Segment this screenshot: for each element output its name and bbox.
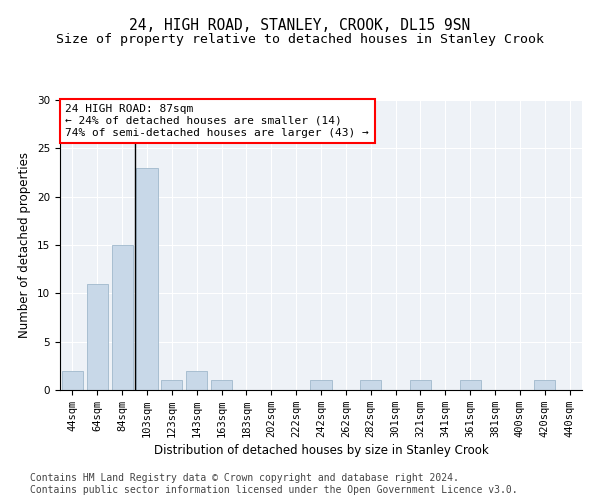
Bar <box>410 380 431 390</box>
Bar <box>161 380 182 390</box>
Bar <box>534 380 555 390</box>
Text: 24 HIGH ROAD: 87sqm
← 24% of detached houses are smaller (14)
74% of semi-detach: 24 HIGH ROAD: 87sqm ← 24% of detached ho… <box>65 104 369 138</box>
Y-axis label: Number of detached properties: Number of detached properties <box>19 152 31 338</box>
Bar <box>186 370 207 390</box>
Bar <box>87 284 108 390</box>
Text: Contains HM Land Registry data © Crown copyright and database right 2024.
Contai: Contains HM Land Registry data © Crown c… <box>30 474 518 495</box>
Bar <box>460 380 481 390</box>
Bar <box>62 370 83 390</box>
Bar <box>360 380 381 390</box>
X-axis label: Distribution of detached houses by size in Stanley Crook: Distribution of detached houses by size … <box>154 444 488 457</box>
Text: 24, HIGH ROAD, STANLEY, CROOK, DL15 9SN: 24, HIGH ROAD, STANLEY, CROOK, DL15 9SN <box>130 18 470 32</box>
Text: Size of property relative to detached houses in Stanley Crook: Size of property relative to detached ho… <box>56 32 544 46</box>
Bar <box>112 245 133 390</box>
Bar <box>211 380 232 390</box>
Bar <box>310 380 332 390</box>
Bar <box>136 168 158 390</box>
